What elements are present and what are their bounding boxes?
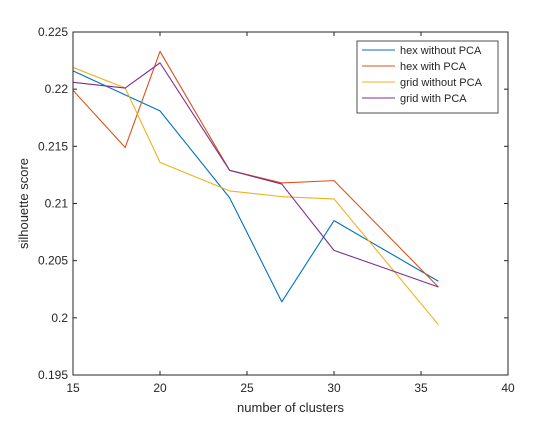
y-tick-label: 0.22 [45, 82, 69, 96]
series-line-4 [72, 62, 439, 288]
x-tick-label: 15 [66, 381, 80, 395]
y-axis-label: silhouette score [16, 158, 31, 249]
legend-label: grid with PCA [400, 93, 467, 105]
y-tick-label: 0.21 [45, 197, 69, 211]
series-layer [72, 50, 439, 326]
legend-items: hex without PCA hex with PCA grid without … [362, 45, 483, 105]
x-tick-label: 35 [414, 381, 428, 395]
legend-label: grid without PCA [400, 77, 483, 89]
legend-label: hex without PCA [400, 45, 482, 57]
y-tick-label: 0.215 [38, 139, 68, 153]
x-tick-label: 20 [153, 381, 167, 395]
legend: hex without PCA hex with PCA grid without … [356, 40, 499, 114]
y-tick-label: 0.195 [38, 368, 68, 382]
ticks-layer: 15 20 25 30 35 40 0.195 0.2 0.205 0.21 0.215 0.22 0.… [38, 25, 515, 395]
series-line-1 [72, 70, 439, 303]
y-tick-label: 0.225 [38, 25, 68, 39]
y-tick-label: 0.2 [51, 311, 68, 325]
x-tick-label: 30 [327, 381, 341, 395]
x-axis-label: number of clusters [237, 400, 344, 415]
legend-box [356, 40, 499, 114]
y-tick-label: 0.205 [38, 254, 68, 268]
x-tick-label: 25 [240, 381, 254, 395]
x-tick-label: 40 [501, 381, 515, 395]
legend-label: hex with PCA [400, 61, 467, 73]
